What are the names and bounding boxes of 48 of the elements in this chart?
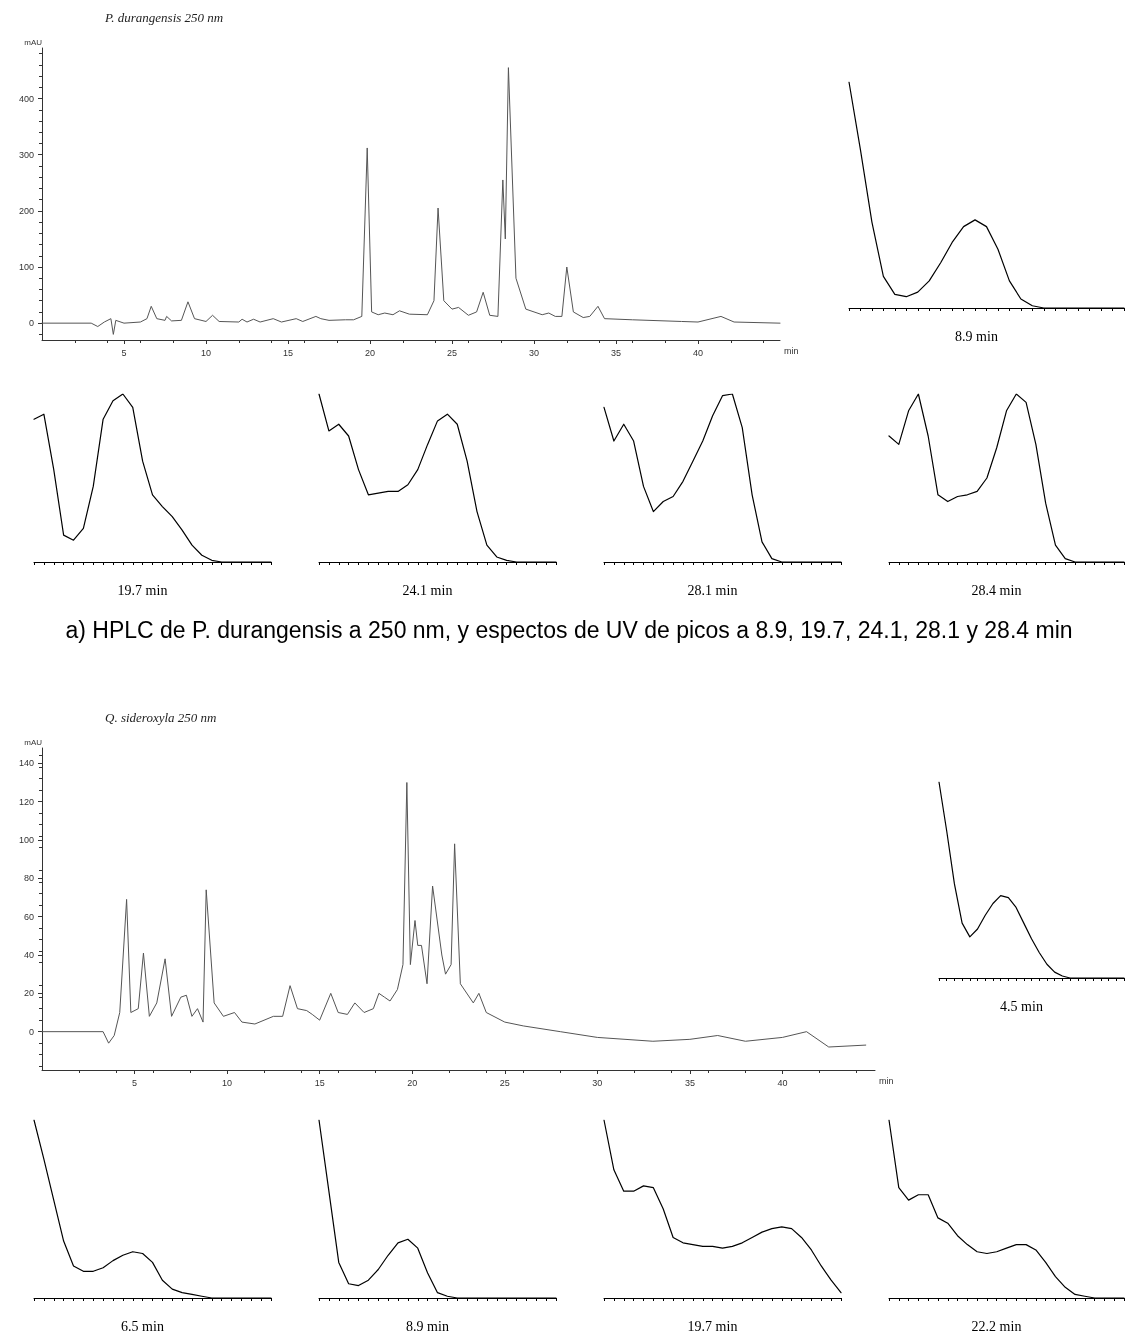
y-tick-label: 300 xyxy=(18,149,34,160)
text: 28.4 min xyxy=(971,582,1022,598)
y-tick-label: 100 xyxy=(18,262,34,272)
y-tick-label: 80 xyxy=(23,873,34,884)
line-series xyxy=(41,782,867,1048)
text: 4.5 min xyxy=(1000,998,1043,1014)
x-tick-label: 40 xyxy=(692,347,704,358)
text: 19.7 min xyxy=(117,582,168,598)
y-tick-label: 120 xyxy=(18,796,34,807)
x-tick-label: 20 xyxy=(364,347,376,358)
text: 22.2 min xyxy=(971,1318,1022,1334)
x-tick-label: 20 xyxy=(407,1077,418,1088)
x-tick-label: 30 xyxy=(592,1077,603,1088)
line-series xyxy=(41,67,781,335)
x-tick-label: 10 xyxy=(222,1077,233,1088)
text: 28.1 min xyxy=(687,582,738,598)
y-axis-title: mAU xyxy=(24,737,43,747)
y-tick-label: 140 xyxy=(18,758,34,769)
y-tick-label: 20 xyxy=(23,988,34,999)
y-tick-label: 400 xyxy=(18,93,34,104)
x-tick-label: 5 xyxy=(132,1077,138,1088)
x-tick-label: 10 xyxy=(200,347,212,358)
text: 6.5 min xyxy=(121,1318,164,1334)
text: 24.1 min xyxy=(402,582,453,598)
y-tick-label: 60 xyxy=(23,911,34,922)
chart-title: Q. sideroxyla 250 nm xyxy=(105,710,217,725)
text: 19.7 min xyxy=(687,1318,738,1334)
y-tick-label: 0 xyxy=(28,1026,34,1037)
y-tick-label: 100 xyxy=(18,835,34,845)
chart-title: P. durangensis 250 nm xyxy=(104,10,224,25)
x-tick-label: 15 xyxy=(314,1077,325,1088)
text: a) HPLC de P. durangensis a 250 nm, y espectos de UV de picos a 8.9, 19.7, 24.1, 28.1 y 28.4 min xyxy=(64,616,1074,645)
y-tick-label: 40 xyxy=(23,950,34,960)
x-tick-label: 35 xyxy=(610,347,622,358)
x-tick-label: 25 xyxy=(446,347,458,358)
y-axis-title: mAU xyxy=(24,37,43,47)
text: 8.9 min xyxy=(406,1318,449,1334)
x-axis-title: min xyxy=(784,345,799,356)
x-tick-label: 40 xyxy=(777,1077,788,1088)
x-tick-label: 35 xyxy=(684,1077,695,1088)
y-tick-label: 0 xyxy=(28,318,34,329)
text: 8.9 min xyxy=(955,328,998,344)
x-tick-label: 30 xyxy=(528,347,540,358)
x-axis-title: min xyxy=(879,1075,894,1086)
x-tick-label: 15 xyxy=(282,347,294,358)
y-tick-label: 200 xyxy=(18,205,34,216)
x-tick-label: 25 xyxy=(499,1077,510,1088)
x-tick-label: 5 xyxy=(121,347,127,358)
